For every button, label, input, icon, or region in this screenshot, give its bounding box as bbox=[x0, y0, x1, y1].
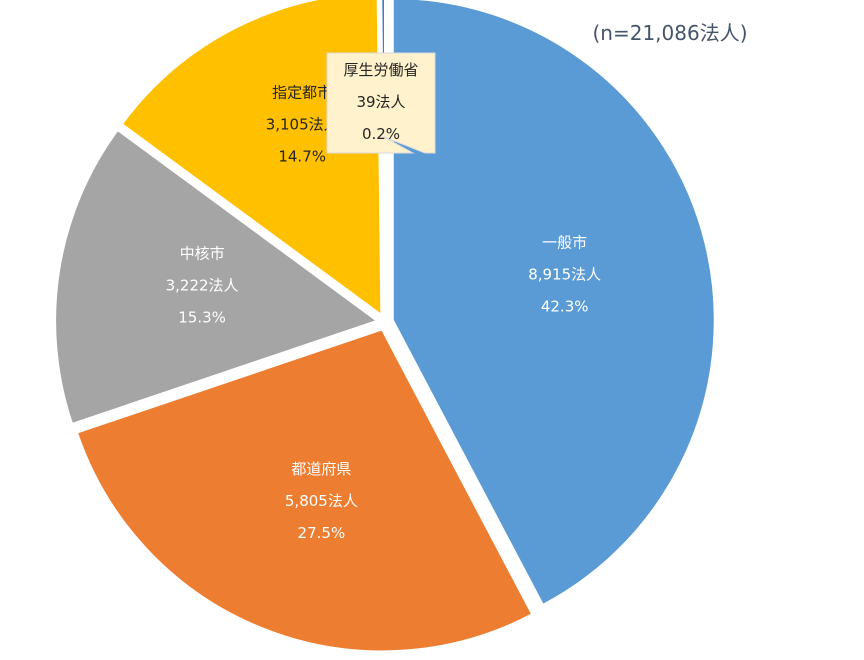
slice-5-percent-label: 0.2% bbox=[362, 125, 400, 143]
slice-3-count-label: 3,222法人 bbox=[166, 277, 239, 295]
labels-layer: 一般市 8,915法人 42.3% 都道府県 5,805法人 27.5% 中核市 3,222法… bbox=[166, 52, 601, 542]
slice-2-name-label: 都道府県 bbox=[291, 460, 351, 478]
slice-2-percent-label: 27.5% bbox=[298, 524, 346, 542]
slice-5-name-label: 厚生労働省 bbox=[343, 61, 418, 79]
slice-1-name-label: 一般市 bbox=[542, 234, 587, 252]
total-count-label: (n=21,086法人) bbox=[592, 21, 747, 45]
slice-5-count-label: 39法人 bbox=[356, 93, 405, 111]
slice-5-callout-box bbox=[326, 52, 436, 154]
slices-layer bbox=[54, 0, 716, 653]
slice-1-label-group: 一般市 8,915法人 42.3% bbox=[528, 234, 601, 316]
slice-3-percent-label: 15.3% bbox=[178, 309, 226, 327]
slice-4-name-label: 指定都市 bbox=[272, 83, 332, 101]
slice-1-count-label: 8,915法人 bbox=[528, 266, 601, 284]
slice-4-wedge bbox=[120, 0, 383, 317]
slice-4-label-group: 指定都市 3,105法人 14.7% bbox=[266, 83, 339, 165]
slice-3-wedge bbox=[54, 128, 380, 426]
slice-2-label-group: 都道府県 5,805法人 27.5% bbox=[285, 460, 358, 542]
slice-4-count-label: 3,105法人 bbox=[266, 115, 339, 133]
slice-3-name-label: 中核市 bbox=[180, 245, 225, 263]
slice-2-count-label: 5,805法人 bbox=[285, 492, 358, 510]
slice-3-label-group: 中核市 3,222法人 15.3% bbox=[166, 245, 239, 327]
slice-1-wedge bbox=[391, 0, 716, 607]
slice-4-percent-label: 14.7% bbox=[278, 147, 326, 165]
slice-5-label-group: 厚生労働省 39法人 0.2% bbox=[326, 52, 436, 154]
slice-2-wedge bbox=[75, 328, 534, 653]
slice-1-percent-label: 42.3% bbox=[541, 298, 589, 316]
